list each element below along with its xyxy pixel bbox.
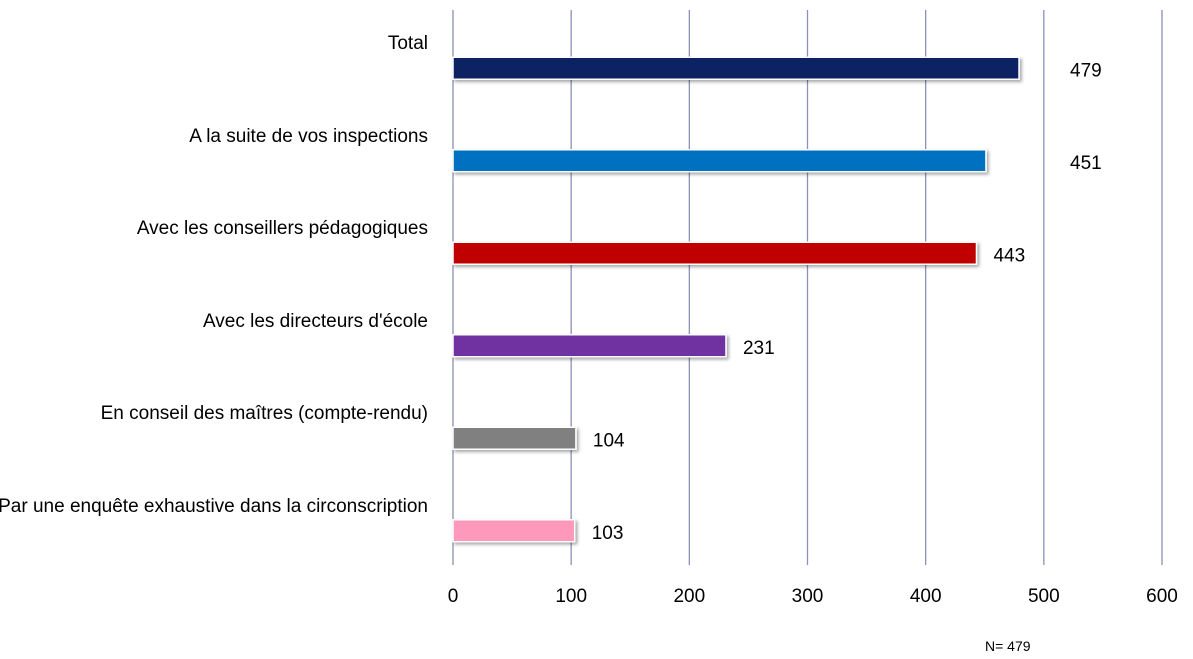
bar	[452, 56, 1020, 80]
x-tick-label: 300	[792, 586, 824, 607]
value-label: 231	[743, 338, 775, 359]
note: N= 479	[985, 638, 1031, 654]
x-tick-label: 600	[1146, 586, 1178, 607]
category-label: En conseil des maîtres (compte-rendu)	[0, 401, 428, 427]
x-tick-label: 500	[1028, 586, 1060, 607]
value-label: 451	[1070, 153, 1102, 174]
bar	[452, 426, 577, 450]
category-text: Par une enquête exhaustive dans la circo…	[0, 495, 428, 517]
category-label: A la suite de vos inspections	[0, 124, 428, 150]
x-tick-label: 200	[673, 586, 705, 607]
bar	[452, 149, 987, 173]
category-label: Avec les directeurs d'école	[0, 309, 428, 335]
value-label: 479	[1070, 60, 1102, 81]
category-text: En conseil des maîtres (compte-rendu)	[100, 403, 428, 425]
bar	[452, 334, 727, 358]
category-text: Total	[387, 33, 428, 55]
category-text: A la suite de vos inspections	[189, 125, 428, 147]
value-label: 104	[593, 430, 625, 451]
x-tick-label: 400	[910, 586, 942, 607]
x-tick-label: 0	[448, 586, 459, 607]
category-text: Avec les directeurs d'école	[202, 310, 428, 332]
category-label: Avec les conseillers pédagogiques	[0, 216, 428, 242]
bar	[452, 519, 576, 543]
x-tick-label: 100	[555, 586, 587, 607]
bar	[452, 241, 978, 265]
category-text: Avec les conseillers pédagogiques	[136, 218, 428, 240]
value-label: 103	[592, 523, 624, 544]
value-label: 443	[993, 245, 1025, 266]
category-label: Par une enquête exhaustive dans la circo…	[0, 494, 428, 520]
category-label: Total	[0, 31, 428, 57]
